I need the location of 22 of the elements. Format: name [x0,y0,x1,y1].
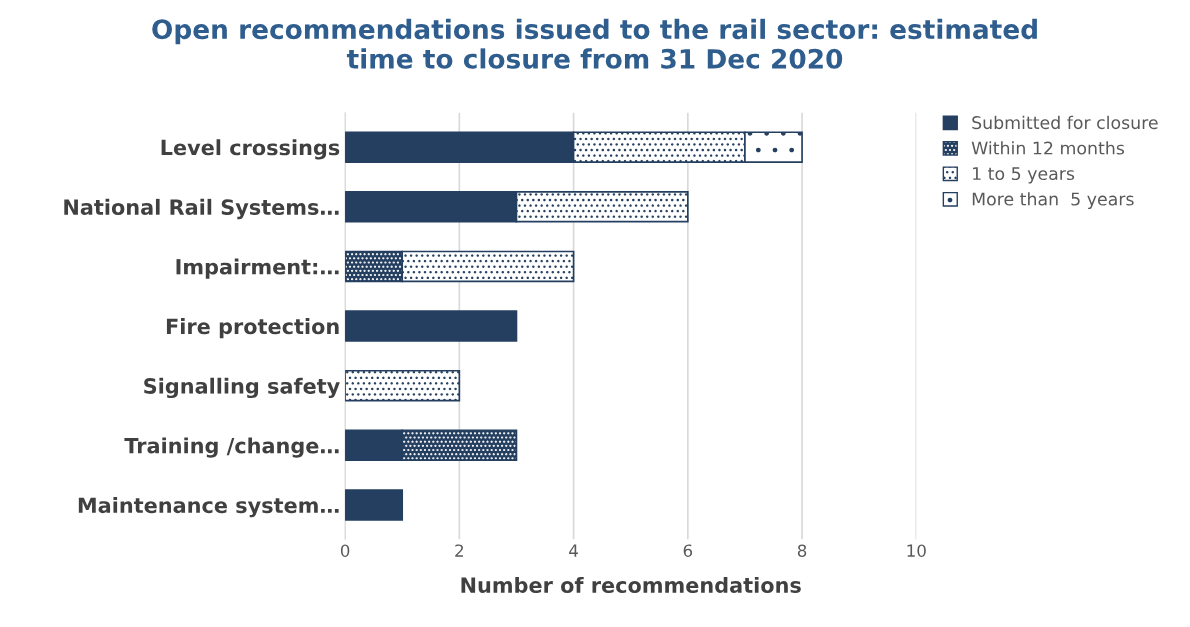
x-tick-label: 6 [683,544,693,557]
legend-label: More than 5 years [972,192,1134,209]
legend-label: 1 to 5 years [973,167,1075,184]
bar [345,489,404,521]
y-tick-label: National Rail Systems… [64,198,339,220]
x-tick-label: 8 [797,544,807,557]
bar [345,369,461,402]
y-tick-label: Training /change… [124,437,339,458]
x-tick-label: 2 [455,544,463,557]
x-axis-title: Number of recommendations [461,576,801,593]
x-tick-label: 10 [907,544,926,557]
x-tick-label: 4 [569,544,578,557]
y-tick-label: Signalling safety [144,377,340,399]
legend-label: Submitted for closure [972,115,1158,130]
legend-label: Within 12 months [971,141,1125,155]
x-tick-label: 0 [340,544,350,557]
y-tick-label: Maintenance system… [78,497,339,518]
chart-title: Open recommendations issued to the rail sector: estimated time to closure from 31 Dec 2020 [152,18,1037,69]
y-tick-label: Level crossings [161,139,340,160]
y-tick-label: Impairment:… [176,258,339,279]
bar [345,310,518,342]
y-tick-label: Fire protection [166,318,339,339]
